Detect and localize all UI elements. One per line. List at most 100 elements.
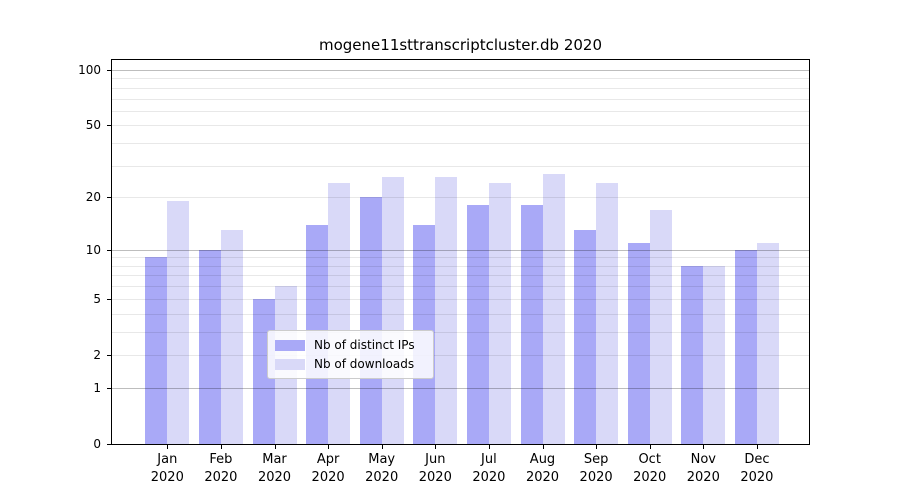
y-tick-mark-100 bbox=[107, 70, 112, 71]
year-label: 2020 bbox=[257, 470, 292, 485]
bar-ips-may bbox=[359, 197, 382, 444]
x-tick-mark-oct bbox=[649, 444, 651, 449]
bar-ips-jul bbox=[466, 205, 489, 444]
year-label: 2020 bbox=[418, 470, 452, 485]
bar-ips-dec bbox=[734, 249, 757, 444]
month-label: May bbox=[368, 452, 396, 467]
bar-downloads-aug bbox=[542, 173, 565, 444]
year-label: 2020 bbox=[311, 470, 345, 485]
month-label: Mar bbox=[262, 452, 287, 467]
y-tick-mark-2 bbox=[107, 354, 112, 356]
bar-downloads-feb bbox=[220, 230, 243, 444]
legend-label-downloads: Nb of downloads bbox=[314, 357, 415, 371]
gridline-60 bbox=[112, 110, 809, 112]
bar-ips-nov bbox=[681, 265, 704, 444]
gridline-8 bbox=[112, 265, 809, 267]
x-tick-label-nov: Nov 2020 bbox=[671, 451, 735, 487]
month-label: Jul bbox=[481, 452, 497, 467]
y-tick-mark-20 bbox=[107, 197, 112, 199]
gridline-3 bbox=[112, 331, 809, 333]
x-tick-mark-nov bbox=[703, 444, 705, 449]
y-tick-mark-50 bbox=[107, 125, 112, 127]
x-tick-mark-jun bbox=[435, 444, 437, 449]
x-tick-label-aug: Aug 2020 bbox=[511, 451, 575, 487]
bar-downloads-jun bbox=[435, 176, 458, 444]
legend: Nb of distinct IPs Nb of downloads bbox=[267, 330, 434, 379]
y-tick-mark-1 bbox=[107, 387, 112, 389]
month-label: Nov bbox=[690, 452, 716, 467]
x-tick-label-may: May 2020 bbox=[350, 451, 414, 487]
bar-ips-jan bbox=[145, 257, 168, 444]
bar-downloads-oct bbox=[649, 209, 672, 444]
y-tick-mark-0 bbox=[107, 444, 112, 445]
gridline-5 bbox=[112, 298, 809, 300]
x-tick-mark-feb bbox=[220, 444, 222, 449]
gridline-7 bbox=[112, 275, 809, 277]
gridline-70 bbox=[112, 98, 809, 100]
month-label: Aug bbox=[529, 452, 556, 467]
y-tick-label-5: 5 bbox=[93, 291, 101, 306]
year-label: 2020 bbox=[579, 470, 613, 485]
bar-ips-oct bbox=[627, 242, 650, 444]
y-tick-mark-5 bbox=[107, 298, 112, 300]
gridline-90 bbox=[112, 78, 809, 80]
gridline-9 bbox=[112, 257, 809, 259]
gridline-20 bbox=[112, 197, 809, 199]
legend-entry-distinct-ips: Nb of distinct IPs bbox=[275, 338, 425, 352]
month-label: Feb bbox=[209, 452, 233, 467]
x-tick-mark-mar bbox=[274, 444, 276, 449]
bar-ips-sep bbox=[574, 230, 597, 444]
month-label: Apr bbox=[316, 452, 340, 467]
bar-downloads-nov bbox=[703, 265, 726, 444]
bar-downloads-sep bbox=[596, 183, 619, 444]
x-tick-label-oct: Oct 2020 bbox=[618, 451, 682, 487]
gridline-30 bbox=[112, 165, 809, 167]
y-tick-label-1: 1 bbox=[93, 380, 101, 395]
y-tick-label-10: 10 bbox=[85, 242, 101, 257]
y-tick-label-50: 50 bbox=[85, 118, 101, 133]
distinct-ips-swatch-icon bbox=[275, 339, 305, 351]
x-tick-mark-jan bbox=[167, 444, 169, 449]
x-tick-mark-jul bbox=[488, 444, 490, 449]
gridline-50 bbox=[112, 125, 809, 127]
x-tick-mark-dec bbox=[756, 444, 758, 449]
x-tick-mark-sep bbox=[596, 444, 598, 449]
month-label: Jan bbox=[157, 452, 178, 467]
gridline-10 bbox=[112, 249, 809, 251]
x-tick-label-jul: Jul 2020 bbox=[457, 451, 521, 487]
bar-ips-aug bbox=[520, 205, 543, 444]
year-label: 2020 bbox=[472, 470, 506, 485]
x-tick-mark-may bbox=[381, 444, 383, 449]
gridline-2 bbox=[112, 354, 809, 356]
gridline-100 bbox=[112, 70, 809, 71]
bar-downloads-jan bbox=[167, 201, 190, 444]
year-label: 2020 bbox=[204, 470, 238, 485]
y-tick-mark-10 bbox=[107, 249, 112, 251]
x-tick-label-jan: Jan 2020 bbox=[135, 451, 199, 487]
bar-downloads-dec bbox=[756, 242, 779, 444]
chart-title: mogene11sttranscriptcluster.db 2020 bbox=[319, 36, 602, 54]
gridline-4 bbox=[112, 313, 809, 315]
plot-area bbox=[112, 60, 809, 444]
y-tick-label-2: 2 bbox=[93, 347, 101, 362]
downloads-swatch-icon bbox=[275, 358, 305, 370]
bar-downloads-jul bbox=[488, 183, 511, 444]
gridline-1 bbox=[112, 387, 809, 389]
year-label: 2020 bbox=[740, 470, 774, 485]
year-label: 2020 bbox=[686, 470, 720, 485]
x-tick-label-dec: Dec 2020 bbox=[725, 451, 789, 487]
gridline-80 bbox=[112, 87, 809, 89]
x-tick-label-jun: Jun 2020 bbox=[403, 451, 467, 487]
bar-downloads-may bbox=[381, 176, 404, 444]
x-tick-label-apr: Apr 2020 bbox=[296, 451, 360, 487]
y-tick-label-100: 100 bbox=[78, 63, 101, 77]
gridline-40 bbox=[112, 143, 809, 145]
x-tick-label-feb: Feb 2020 bbox=[189, 451, 253, 487]
y-tick-label-20: 20 bbox=[85, 190, 101, 205]
bar-ips-feb bbox=[198, 249, 221, 444]
legend-entry-downloads: Nb of downloads bbox=[275, 357, 425, 371]
year-label: 2020 bbox=[150, 470, 184, 485]
year-label: 2020 bbox=[525, 470, 560, 485]
month-label: Dec bbox=[744, 452, 770, 467]
